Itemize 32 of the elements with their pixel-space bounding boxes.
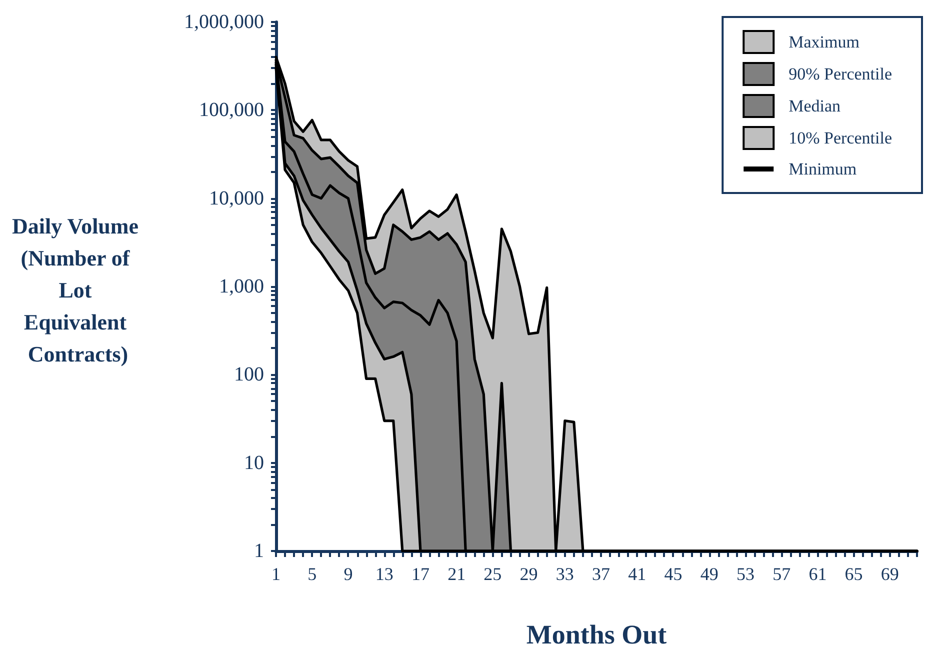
x-tick-label: 21 bbox=[448, 564, 466, 584]
legend-label: Minimum bbox=[788, 160, 857, 178]
x-tick-label: 1 bbox=[272, 564, 280, 584]
x-tick-label: 13 bbox=[375, 564, 394, 584]
x-tick-label: 29 bbox=[520, 564, 538, 584]
x-tick-label: 5 bbox=[308, 564, 317, 584]
y-axis-title: Daily Volume (Number of Lot Equivalent Contracts) bbox=[12, 214, 144, 366]
x-tick-label: 53 bbox=[736, 564, 754, 584]
legend-label: Maximum bbox=[788, 32, 860, 52]
x-tick-label: 49 bbox=[700, 564, 718, 584]
y-tick-label: 1 bbox=[254, 540, 264, 562]
x-tick-label: 61 bbox=[808, 564, 827, 584]
y-tick-label: 100 bbox=[234, 364, 264, 386]
x-tick-label: 57 bbox=[772, 564, 791, 584]
x-tick-label: 33 bbox=[556, 564, 574, 584]
x-tick-label: 17 bbox=[411, 564, 430, 584]
legend-label: Median bbox=[788, 96, 842, 116]
legend-label: 10% Percentile bbox=[788, 128, 892, 148]
x-tick-label: 37 bbox=[592, 564, 610, 584]
x-tick-label: 45 bbox=[664, 564, 682, 584]
x-tick-label: 9 bbox=[344, 564, 353, 584]
y-tick-label: 100,000 bbox=[199, 99, 264, 122]
x-tick-label: 69 bbox=[880, 564, 899, 584]
x-axis-title: Months Out bbox=[526, 620, 667, 646]
x-tick-label: 65 bbox=[844, 564, 863, 584]
y-tick-label: 1,000,000 bbox=[184, 11, 264, 33]
legend-label: 90% Percentile bbox=[788, 64, 892, 84]
x-tick-label: 25 bbox=[484, 564, 502, 584]
y-tick-label: 10 bbox=[244, 452, 264, 474]
y-tick-label: 10,000 bbox=[209, 187, 264, 210]
x-tick-label: 41 bbox=[628, 564, 646, 584]
y-tick-label: 1,000 bbox=[219, 276, 264, 298]
